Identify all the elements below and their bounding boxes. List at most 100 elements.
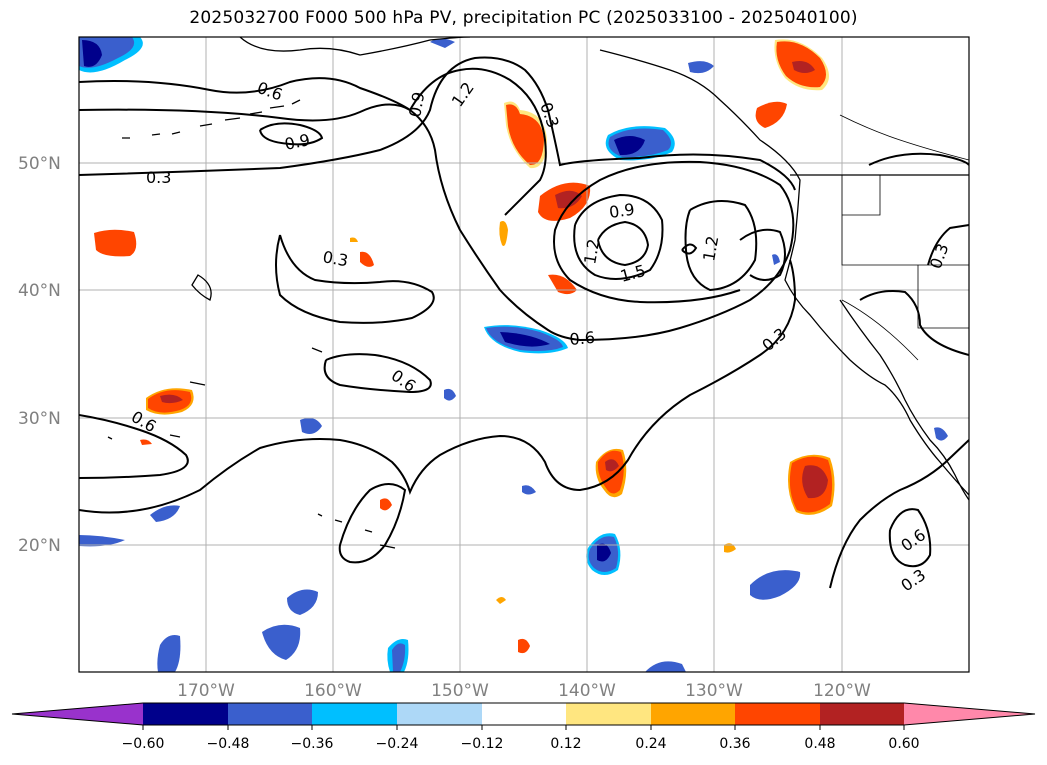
pv-contour-hawaii [338,483,407,564]
gridlines [79,37,969,672]
lat-label: 30°N [18,409,61,429]
pv-contour [79,67,547,216]
pv-contour-12 [573,193,664,280]
precip-neg-blob [444,388,456,401]
colorbar-segment [312,703,397,725]
precip-pos-blob [724,543,736,553]
precip-pos-blob [160,394,183,404]
precip-neg-blob [262,624,301,660]
colorbar-tick-label: −0.48 [207,736,250,752]
precip-neg-blob [157,635,181,672]
hawaii-islands [317,513,396,549]
state-border-3 [917,265,969,329]
precip-neg-blob [79,535,125,547]
precip-pos-blob [802,465,828,499]
colorbar-tick-label: −0.36 [291,736,334,752]
colorbar-tick-label: 0.36 [719,736,750,752]
precip-pos-blob [499,221,508,246]
lat-label: 50°N [18,154,61,174]
lon-label: 120°W [813,681,871,701]
colorbar-segment [397,703,482,725]
precip-neg-blob [750,570,801,600]
pv-contour-east [859,290,969,356]
precip-neg-blob [772,254,780,265]
pv-contour-03 [79,414,189,479]
pv-contour-sm [681,243,698,255]
colorbar-tick-label: 0.48 [804,736,835,752]
precip-neg-blob [150,505,180,522]
contour-label: 0.3 [321,247,349,270]
pv-contour-se [829,439,969,589]
contour-label: 0.9 [608,200,636,222]
precip-neg-blob [597,543,611,562]
state-border-4 [841,299,919,361]
colorbar-tick-label: 0.12 [550,736,581,752]
colorbar-segment [482,703,566,725]
lon-label: 170°W [177,681,235,701]
precip-neg-blob [522,485,536,495]
pv-contour-09 [259,122,324,146]
chart-title: 2025032700 F000 500 hPa PV, precipitatio… [189,8,858,28]
precip-pos-blob [548,274,577,295]
lat-label: 40°N [18,281,61,301]
contour-label: 1.2 [699,234,722,262]
colorbar-segment [651,703,735,725]
colorbar-extend-min [12,703,143,725]
colorbar-tick-marks [142,725,905,730]
precip-pos-blob [350,237,358,242]
precip-neg-blob [614,136,645,156]
contour-label: 1.2 [580,237,603,265]
colorbar-extend-max [904,703,1035,725]
colorbar-tick-label: −0.24 [376,736,419,752]
precip-pos-blob [496,597,506,604]
map-frame [78,36,970,673]
pv-contours [79,56,969,589]
pv-contour [79,103,795,342]
precip-neg-blob [934,427,948,441]
colorbar-tick-label: 0.24 [635,736,666,752]
colorbar-tick-label: 0.60 [888,736,919,752]
precip-neg-blob [500,332,550,347]
pv-contour-03-main [79,259,797,514]
lon-label: 140°W [558,681,616,701]
pv-contour-se-b [888,508,932,568]
precip-neg-blob [300,418,322,434]
colorbar-segment [228,703,312,725]
baja-peninsula [839,299,969,501]
state-border-1 [841,175,969,266]
pv-contour-03-c [275,234,435,324]
contour-label: 0.9 [405,90,428,118]
lon-label: 150°W [431,681,489,701]
colorbar-segment [735,703,820,725]
precip-pos-blob [140,439,152,445]
precip-pos-blob [518,638,530,654]
precip-neg-blob [645,661,686,672]
precip-pos-blob [380,498,392,511]
precip-neg-blob [82,40,102,67]
colorbar-segment [820,703,904,725]
precip-pos-blob [555,190,582,209]
lon-label: 130°W [685,681,743,701]
pv-contour-06 [323,353,432,394]
aleutian-islands [122,99,301,139]
lat-label: 20°N [18,536,61,556]
precip-neg-blob [430,38,455,48]
colorbar-segment [143,703,228,725]
precipitation-field [79,37,948,672]
colorbar: −0.60 −0.48 −0.36 −0.24 −0.12 0.12 0.24 … [11,702,1036,752]
pv-contour-15 [597,220,650,267]
precip-pos-blob [792,61,815,73]
precip-pos-blob [755,101,787,128]
colorbar-tick-label: −0.60 [122,736,165,752]
contour-label: 0.3 [146,168,171,187]
lat-labels: 20°N 30°N 40°N 50°N [18,154,61,556]
state-border-2 [842,175,881,216]
pv-contour [79,56,796,191]
precip-neg-blob [287,589,318,615]
pv-contour-east-c [927,224,969,266]
pv-contour-ne [739,228,786,281]
contour-label: 0.6 [569,328,596,349]
contour-label: 0.9 [283,130,312,154]
pv-contour-east-b [868,152,969,166]
